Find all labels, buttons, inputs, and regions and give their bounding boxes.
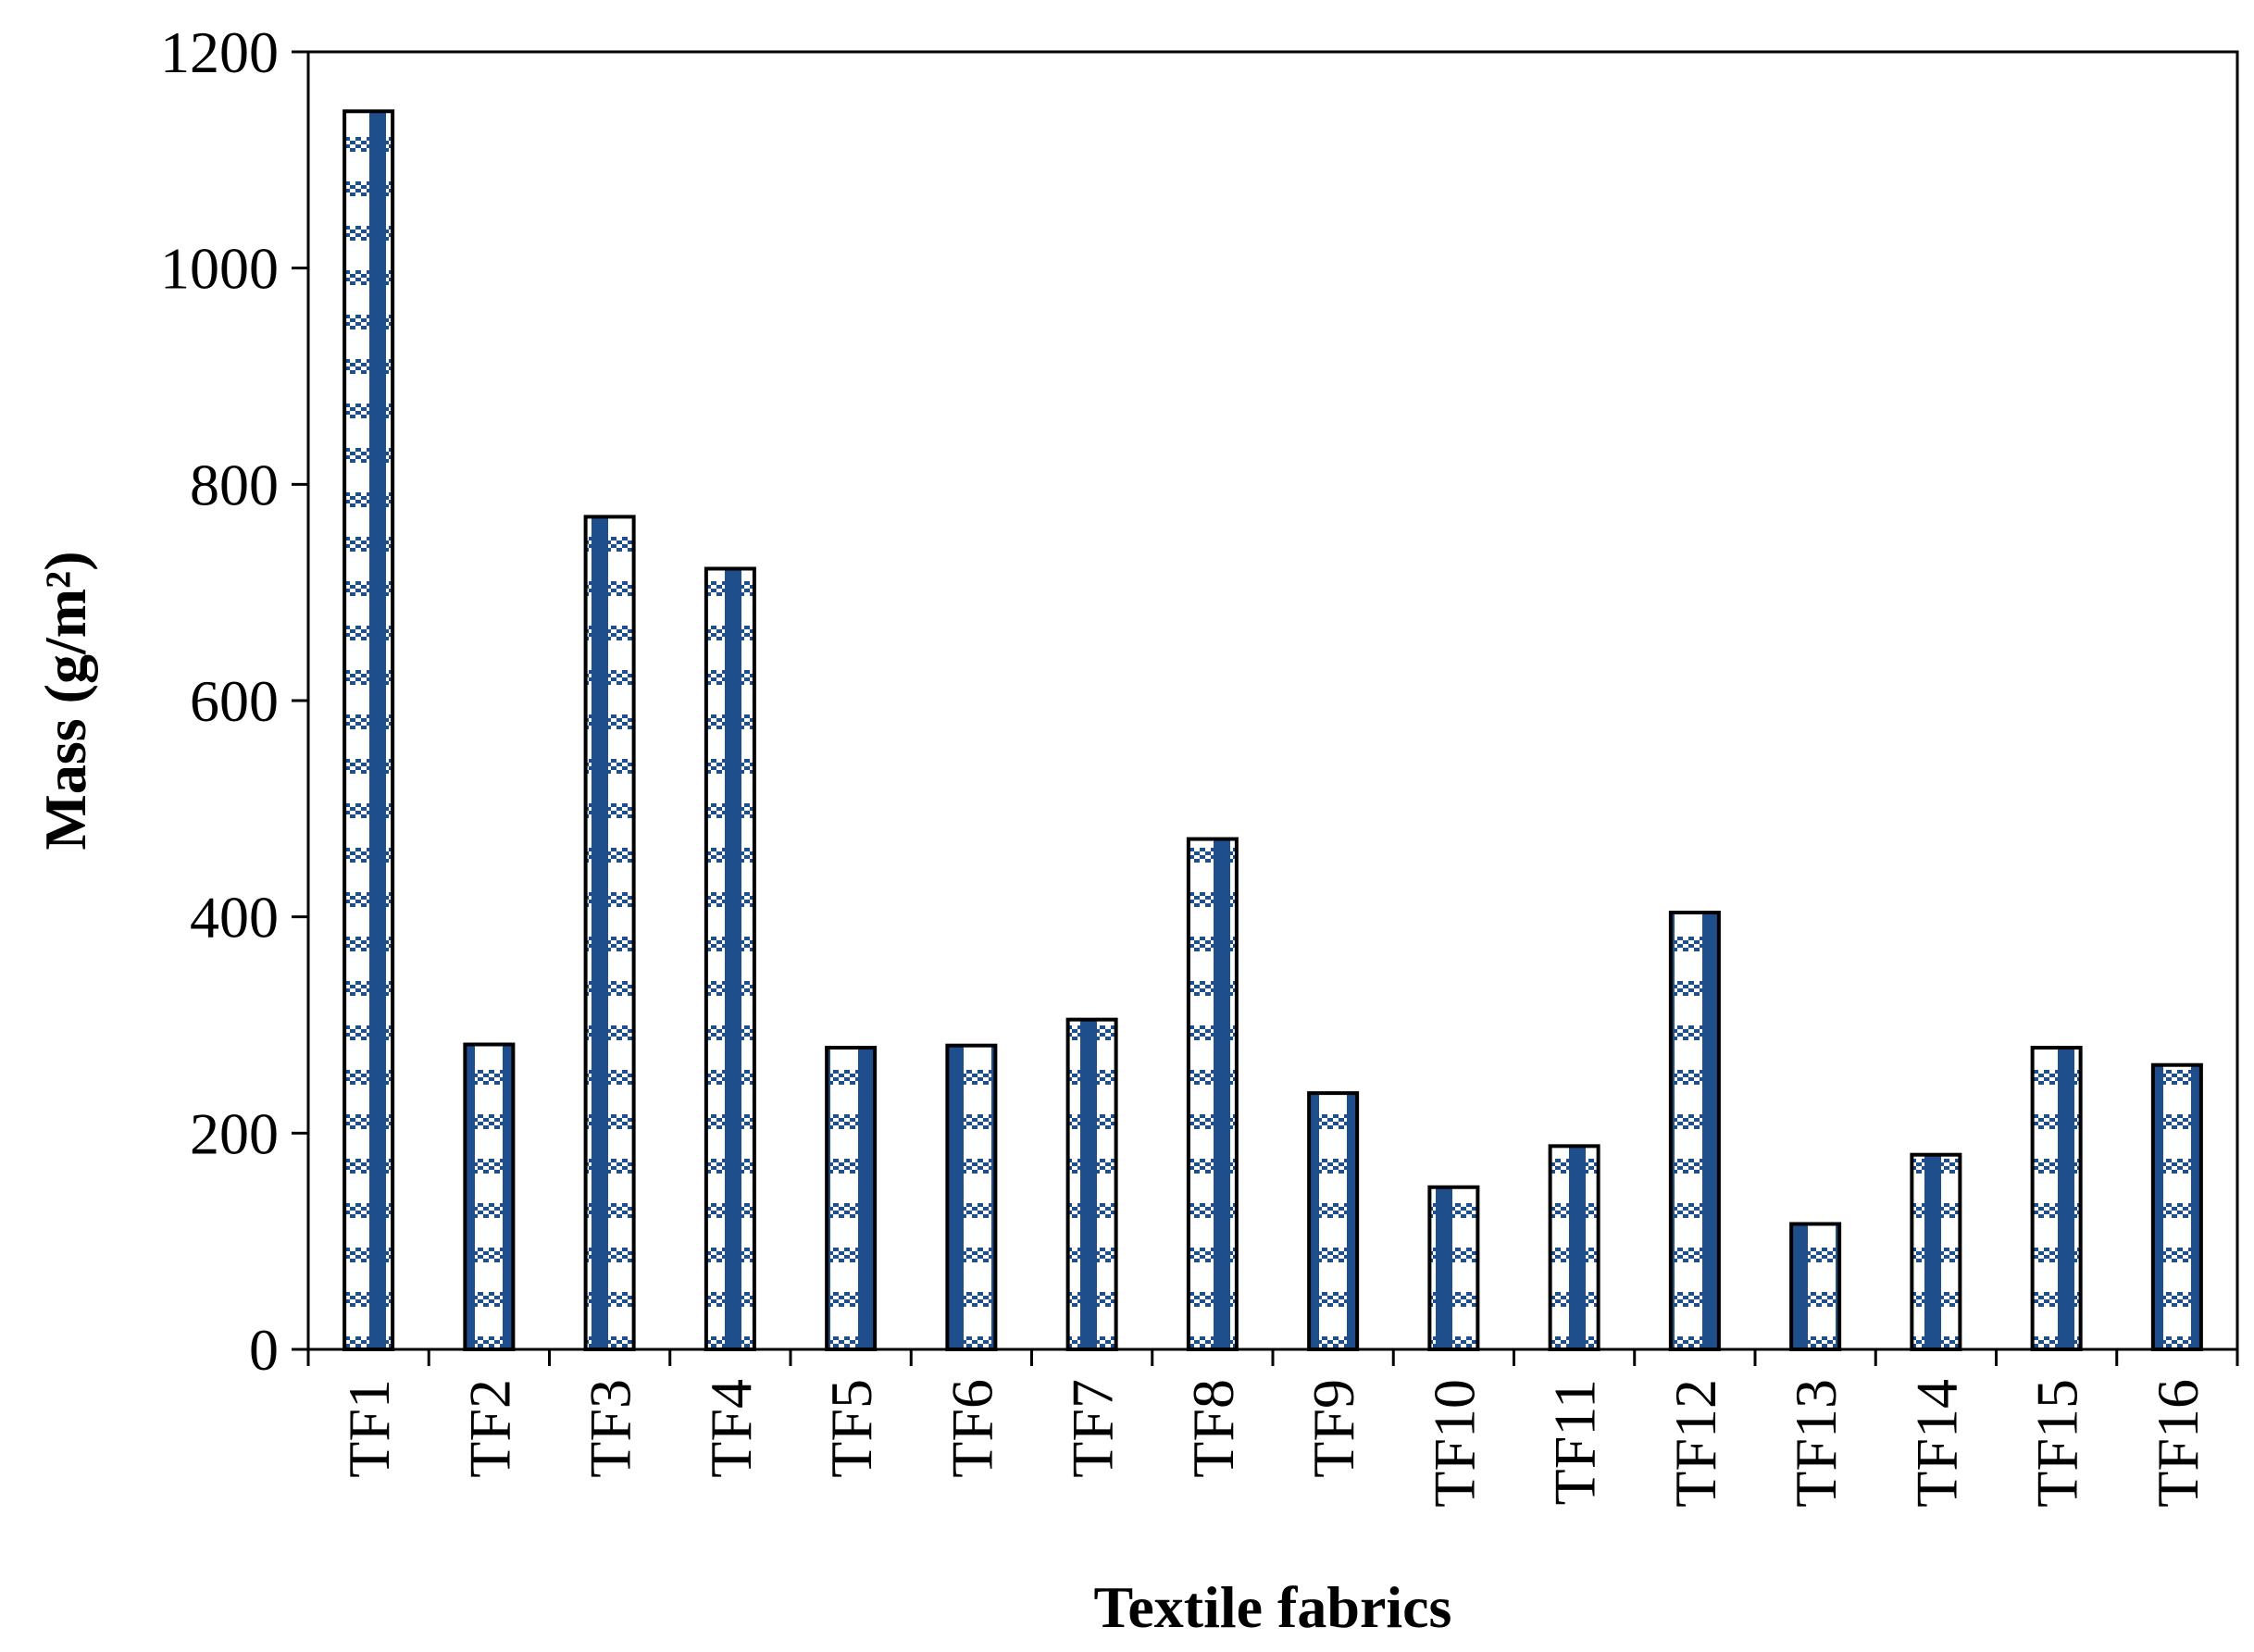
x-category-label: TF10 [1421,1379,1487,1508]
x-category-label: TF15 [2024,1379,2090,1508]
y-tick-label: 400 [190,885,279,950]
y-tick-label: 600 [190,668,279,734]
x-category-label: TF14 [1903,1379,1969,1508]
y-tick-label: 0 [249,1317,279,1383]
x-category-label: TF9 [1301,1379,1366,1478]
bar-tf1 [342,109,395,1352]
y-tick-label: 1200 [160,19,279,85]
bar-tf14 [1910,1152,1962,1351]
x-category-label: TF11 [1542,1379,1608,1505]
bar-tf4 [704,566,756,1351]
x-category-label: TF13 [1783,1379,1849,1508]
y-axis: 0 200 400 600 800 1000 1200 [160,19,308,1383]
x-category-label: TF6 [939,1379,1004,1478]
x-category-label: TF4 [698,1379,764,1478]
y-tick-label: 800 [190,452,279,517]
bar-tf6 [945,1043,998,1352]
x-category-label: TF7 [1060,1379,1126,1478]
bar-tf8 [1186,837,1239,1351]
bar-tf11 [1548,1144,1600,1352]
x-category-label: TF8 [1180,1379,1246,1478]
bar-tf7 [1065,1017,1118,1351]
bar-tf15 [2030,1046,2083,1352]
bar-tf2 [463,1042,516,1352]
x-category-label: TF1 [336,1379,402,1478]
x-category-label: TF5 [818,1379,884,1478]
x-category-label: TF12 [1662,1379,1728,1508]
bar-tf10 [1427,1185,1480,1351]
y-axis-title: Mass (g/m²) [32,551,98,850]
bar-tf12 [1668,910,1721,1351]
bar-tf9 [1307,1091,1360,1351]
x-category-label: TF3 [578,1379,643,1478]
y-tick-label: 1000 [160,236,279,302]
y-tick-label: 200 [190,1100,279,1166]
x-axis-title: Textile fabrics [1094,1574,1452,1640]
bar-tf5 [825,1046,878,1352]
x-category-label: TF16 [2145,1379,2210,1508]
bar-tf13 [1789,1222,1842,1352]
bars-group [342,109,2203,1352]
bar-tf16 [2150,1062,2203,1352]
x-axis: TF1 TF2 TF3 TF4 TF5 TF6 TF7 TF8 TF9 TF10 TF11 TF12 T… [306,1349,2239,1508]
x-category-label: TF2 [456,1379,522,1478]
bar-tf3 [583,515,636,1351]
